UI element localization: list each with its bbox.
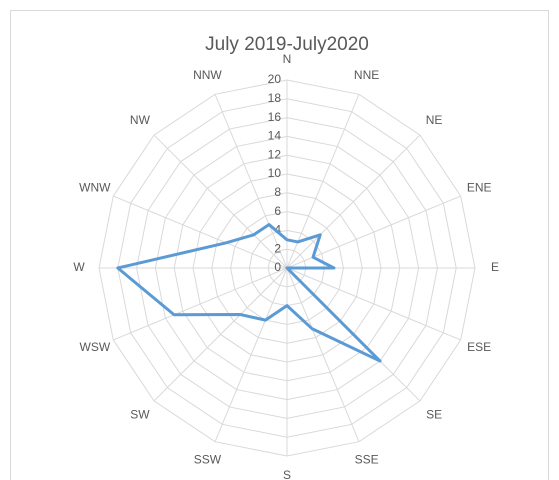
spoke: [286, 267, 461, 341]
category-label: NE: [426, 113, 443, 127]
r-tick-label: 20: [268, 72, 282, 86]
category-label: SSE: [355, 452, 379, 466]
data-line: [116, 223, 382, 363]
r-tick-label: 16: [268, 110, 282, 124]
category-label: ESE: [467, 340, 491, 354]
category-label: WSW: [80, 340, 111, 354]
spoke: [153, 267, 288, 402]
category-label: E: [491, 260, 499, 274]
chart-title: July 2019-July2020: [205, 34, 369, 55]
r-tick-label: 0: [274, 260, 281, 274]
r-tick-label: 10: [268, 166, 282, 180]
category-label: SW: [130, 407, 150, 421]
category-label: SSW: [194, 452, 222, 466]
spoke: [286, 195, 461, 269]
spoke: [286, 134, 421, 269]
spoke: [286, 94, 360, 269]
r-tick-label: 2: [274, 241, 281, 255]
spoke: [286, 267, 360, 442]
r-tick-label: 12: [268, 147, 282, 161]
spoke: [214, 94, 288, 269]
spoke: [113, 267, 288, 341]
category-label: ENE: [467, 181, 492, 195]
r-tick-label: 14: [268, 129, 282, 143]
r-tick-label: 18: [268, 91, 282, 105]
category-label: WNW: [79, 181, 111, 195]
category-label: SE: [426, 407, 442, 421]
category-label: N: [283, 52, 292, 66]
category-label: NNE: [354, 68, 379, 82]
category-label: S: [283, 468, 291, 480]
r-tick-label: 8: [274, 185, 281, 199]
r-tick-label: 6: [274, 204, 281, 218]
r-tick-label: 4: [274, 223, 281, 237]
spoke: [113, 195, 288, 269]
category-label: NNW: [193, 68, 222, 82]
spoke: [214, 267, 288, 442]
spoke: [153, 134, 288, 269]
category-label: W: [73, 260, 85, 274]
category-label: NW: [130, 113, 151, 127]
chart-border: [10, 10, 549, 480]
